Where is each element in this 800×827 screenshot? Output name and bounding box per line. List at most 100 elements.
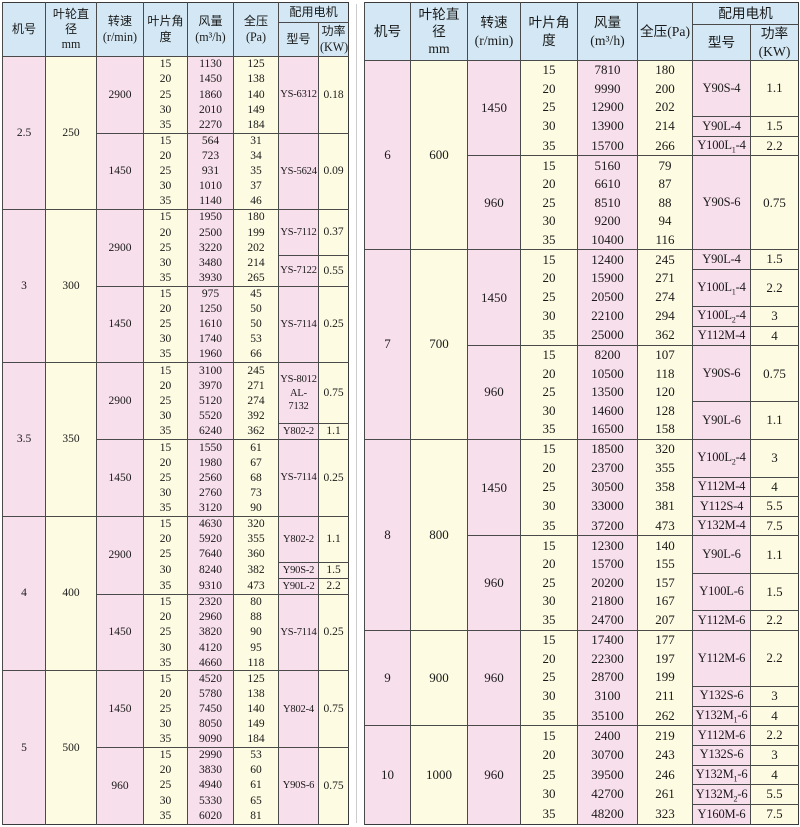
spec-row: 30 33000 381 Y112S-4 5.5 xyxy=(365,496,799,517)
total-pressure: 116 xyxy=(637,230,693,250)
spec-row: 25 1860 140 xyxy=(3,87,349,103)
machine-number: 8 xyxy=(364,438,411,631)
spec-row: 20 10500 118 xyxy=(365,364,799,384)
page-fold-line xyxy=(356,4,357,823)
total-pressure: 138 xyxy=(233,72,279,88)
total-pressure: 320 xyxy=(233,515,279,532)
motor-power: 7.5 xyxy=(749,515,799,536)
blade-angle: 15 xyxy=(143,746,188,764)
total-pressure: 184 xyxy=(233,731,279,748)
air-volume: 28700 xyxy=(577,667,638,687)
air-volume: 1140 xyxy=(187,193,234,210)
blade-angle: 20 xyxy=(143,531,188,547)
spec-row: 25 3220 202 xyxy=(3,240,349,256)
blade-angle: 35 xyxy=(143,117,188,134)
spec-row: 30 13900 214 Y90L-4 1.5 xyxy=(365,116,799,137)
total-pressure: 61 xyxy=(233,439,279,456)
air-volume: 3830 xyxy=(187,763,234,779)
air-volume: 13900 xyxy=(577,116,638,137)
table-header-left: 机号 叶轮直径 mm 转速 (r/min) 叶片角度 风量 (m³/h) 全压(… xyxy=(2,2,349,57)
blade-angle: 25 xyxy=(520,765,578,785)
blade-angle: 15 xyxy=(143,670,188,687)
air-volume: 723 xyxy=(187,148,234,164)
total-pressure: 140 xyxy=(637,535,693,556)
spec-row: 5 500 1450 15 4520 125 Y802-4 0.75 xyxy=(2,670,349,825)
impeller-diameter: 300 xyxy=(45,209,97,363)
motor-model: Y90S-6 xyxy=(692,155,751,250)
total-pressure: 120 xyxy=(637,383,693,402)
spec-row: 25 3820 90 xyxy=(3,625,349,641)
total-pressure: 360 xyxy=(233,546,279,563)
air-volume: 564 xyxy=(187,132,234,149)
air-volume: 30500 xyxy=(577,477,638,497)
air-volume: 5120 xyxy=(187,393,234,409)
motor-power: 3 xyxy=(749,685,799,707)
spec-row: 35 24700 207 Y112M-6 2.2 xyxy=(365,610,799,631)
total-pressure: 243 xyxy=(637,745,693,766)
blade-angle: 15 xyxy=(520,535,578,556)
air-volume: 9200 xyxy=(577,212,638,231)
impeller-diameter: 500 xyxy=(45,670,97,825)
blade-angle: 20 xyxy=(520,364,578,384)
total-pressure: 65 xyxy=(233,793,279,809)
total-pressure: 31 xyxy=(233,132,279,149)
total-pressure: 73 xyxy=(233,485,279,501)
header-motor-power: 功率 (KW) xyxy=(317,22,349,57)
rotation-speed: 960 xyxy=(467,725,521,825)
total-pressure: 320 xyxy=(637,438,693,459)
motor-model: Y90S-4 xyxy=(692,59,751,117)
air-volume: 4120 xyxy=(187,640,234,656)
total-pressure: 214 xyxy=(233,255,279,271)
rotation-speed: 1450 xyxy=(96,439,144,517)
total-pressure: 197 xyxy=(637,649,693,668)
total-pressure: 245 xyxy=(233,362,279,379)
blade-angle: 20 xyxy=(143,609,188,626)
blade-angle: 30 xyxy=(520,116,578,137)
blade-angle: 15 xyxy=(143,132,188,149)
air-volume: 2270 xyxy=(187,117,234,134)
rotation-speed: 960 xyxy=(467,535,521,631)
blade-angle: 25 xyxy=(520,383,578,402)
spec-row: 20 1250 50 xyxy=(3,301,349,317)
total-pressure: 157 xyxy=(637,573,693,593)
motor-model: Y112M-6 xyxy=(692,610,751,631)
total-pressure: 68 xyxy=(233,470,279,486)
blade-angle: 35 xyxy=(143,808,188,825)
total-pressure: 80 xyxy=(233,593,279,610)
motor-power: 3 xyxy=(749,438,799,478)
total-pressure: 45 xyxy=(233,285,279,302)
motor-power: 3 xyxy=(749,744,799,766)
spec-row: 30 14600 128 Y90L-6 1.1 xyxy=(365,401,799,440)
air-volume: 2010 xyxy=(187,102,234,118)
blade-angle: 35 xyxy=(143,423,188,440)
motor-power: 0.09 xyxy=(317,132,349,210)
motor-model: Y132M1-6 xyxy=(692,764,751,785)
blade-angle: 35 xyxy=(520,326,578,346)
air-volume: 2320 xyxy=(187,593,234,610)
motor-power: 0.18 xyxy=(317,56,349,134)
blade-angle: 35 xyxy=(143,500,188,517)
spec-row: 25 1610 50 xyxy=(3,316,349,332)
air-volume: 30700 xyxy=(577,745,638,766)
total-pressure: 50 xyxy=(233,301,279,317)
air-volume: 10500 xyxy=(577,364,638,384)
air-volume: 4520 xyxy=(187,670,234,687)
air-volume: 1740 xyxy=(187,331,234,347)
blade-angle: 25 xyxy=(520,667,578,687)
air-volume: 12300 xyxy=(577,535,638,556)
motor-model: Y112M-4 xyxy=(692,476,751,497)
blade-angle: 35 xyxy=(143,347,188,363)
spec-row: 30 2010 149 xyxy=(3,102,349,118)
total-pressure: 211 xyxy=(637,686,693,707)
rotation-speed: 1450 xyxy=(96,132,144,210)
motor-model: Y160M-6 xyxy=(692,803,751,825)
motor-power: 2.2 xyxy=(749,725,799,746)
total-pressure: 245 xyxy=(637,249,693,270)
motor-model: Y132S-6 xyxy=(692,685,751,707)
motor-model: YS-6312 xyxy=(278,56,319,134)
motor-power: 1.1 xyxy=(749,401,799,440)
motor-power: 0.75 xyxy=(317,670,349,748)
total-pressure: 355 xyxy=(637,458,693,478)
blade-angle: 35 xyxy=(520,706,578,726)
